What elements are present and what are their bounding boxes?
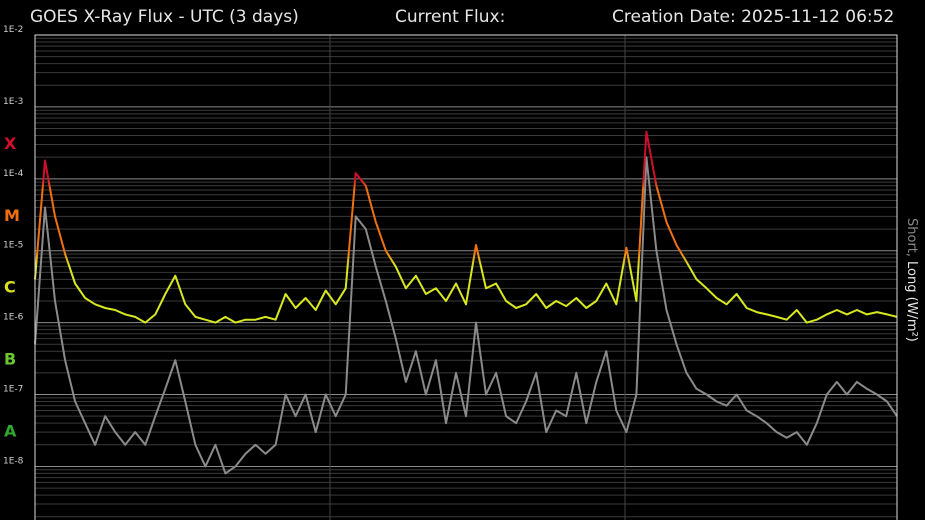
y-tick-label: 1E-4	[3, 169, 24, 179]
legend-entry: Long (W/m²)	[904, 261, 919, 342]
flare-class-label: B	[4, 350, 16, 369]
y-tick-label: 1E-7	[3, 385, 23, 395]
current-flux-label: Current Flux:	[395, 7, 505, 27]
y-tick-label: 1E-3	[3, 97, 23, 107]
plot-area	[34, 130, 898, 475]
flux-line	[34, 156, 898, 475]
flare-class-label: M	[4, 206, 20, 225]
plot-frame	[34, 34, 898, 520]
flare-class-label: A	[4, 421, 17, 440]
chart-title: GOES X-Ray Flux - UTC (3 days)	[30, 7, 299, 27]
flare-class-label: C	[4, 278, 16, 297]
legend-entry: Short,	[904, 218, 919, 257]
flux-line	[34, 130, 898, 324]
flare-class-label: X	[4, 134, 17, 153]
creation-date: Creation Date: 2025-11-12 06:52	[612, 7, 894, 27]
legend: Short, Long (W/m²)	[904, 218, 919, 342]
y-tick-label: 1E-2	[3, 25, 23, 35]
y-tick-label: 1E-8	[3, 456, 24, 466]
y-tick-label: 1E-5	[3, 241, 23, 251]
y-tick-label: 1E-6	[3, 313, 24, 323]
